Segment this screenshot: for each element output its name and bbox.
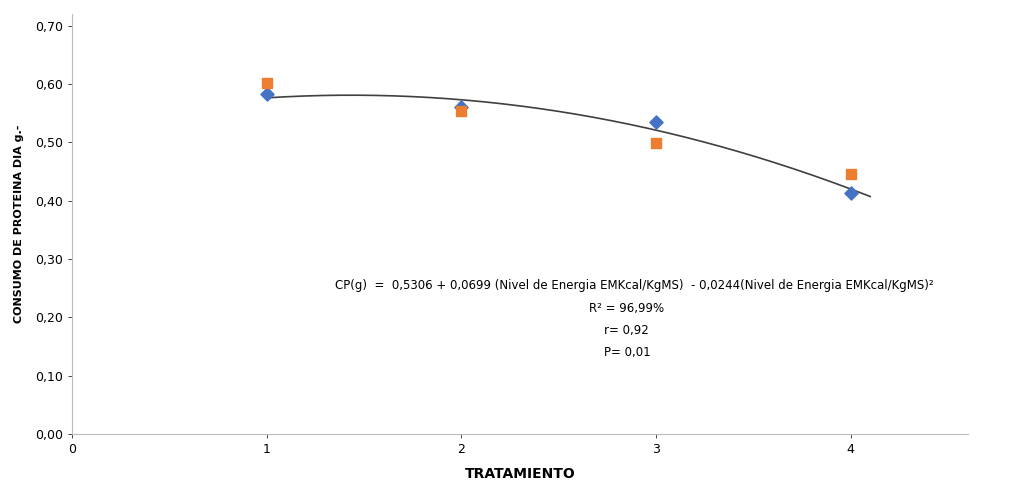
Y-axis label: CONSUMO DE PROTEINA DIA g.-: CONSUMO DE PROTEINA DIA g.-: [14, 125, 23, 323]
X-axis label: TRATAMIENTO: TRATAMIENTO: [465, 467, 575, 481]
Point: [648, 118, 665, 126]
Text: R² = 96,99%: R² = 96,99%: [589, 301, 665, 314]
Point: [842, 189, 859, 197]
Point: [258, 90, 275, 98]
Point: [258, 79, 275, 87]
Text: P= 0,01: P= 0,01: [603, 346, 650, 359]
Point: [453, 107, 470, 115]
Point: [648, 139, 665, 147]
Point: [842, 170, 859, 178]
Point: [453, 103, 470, 111]
Text: CP(g)  =  0,5306 + 0,0699 (Nivel de Energia EMKcal/KgMS)  - 0,0244(Nivel de Ener: CP(g) = 0,5306 + 0,0699 (Nivel de Energi…: [335, 279, 933, 293]
Text: r= 0,92: r= 0,92: [604, 324, 649, 337]
